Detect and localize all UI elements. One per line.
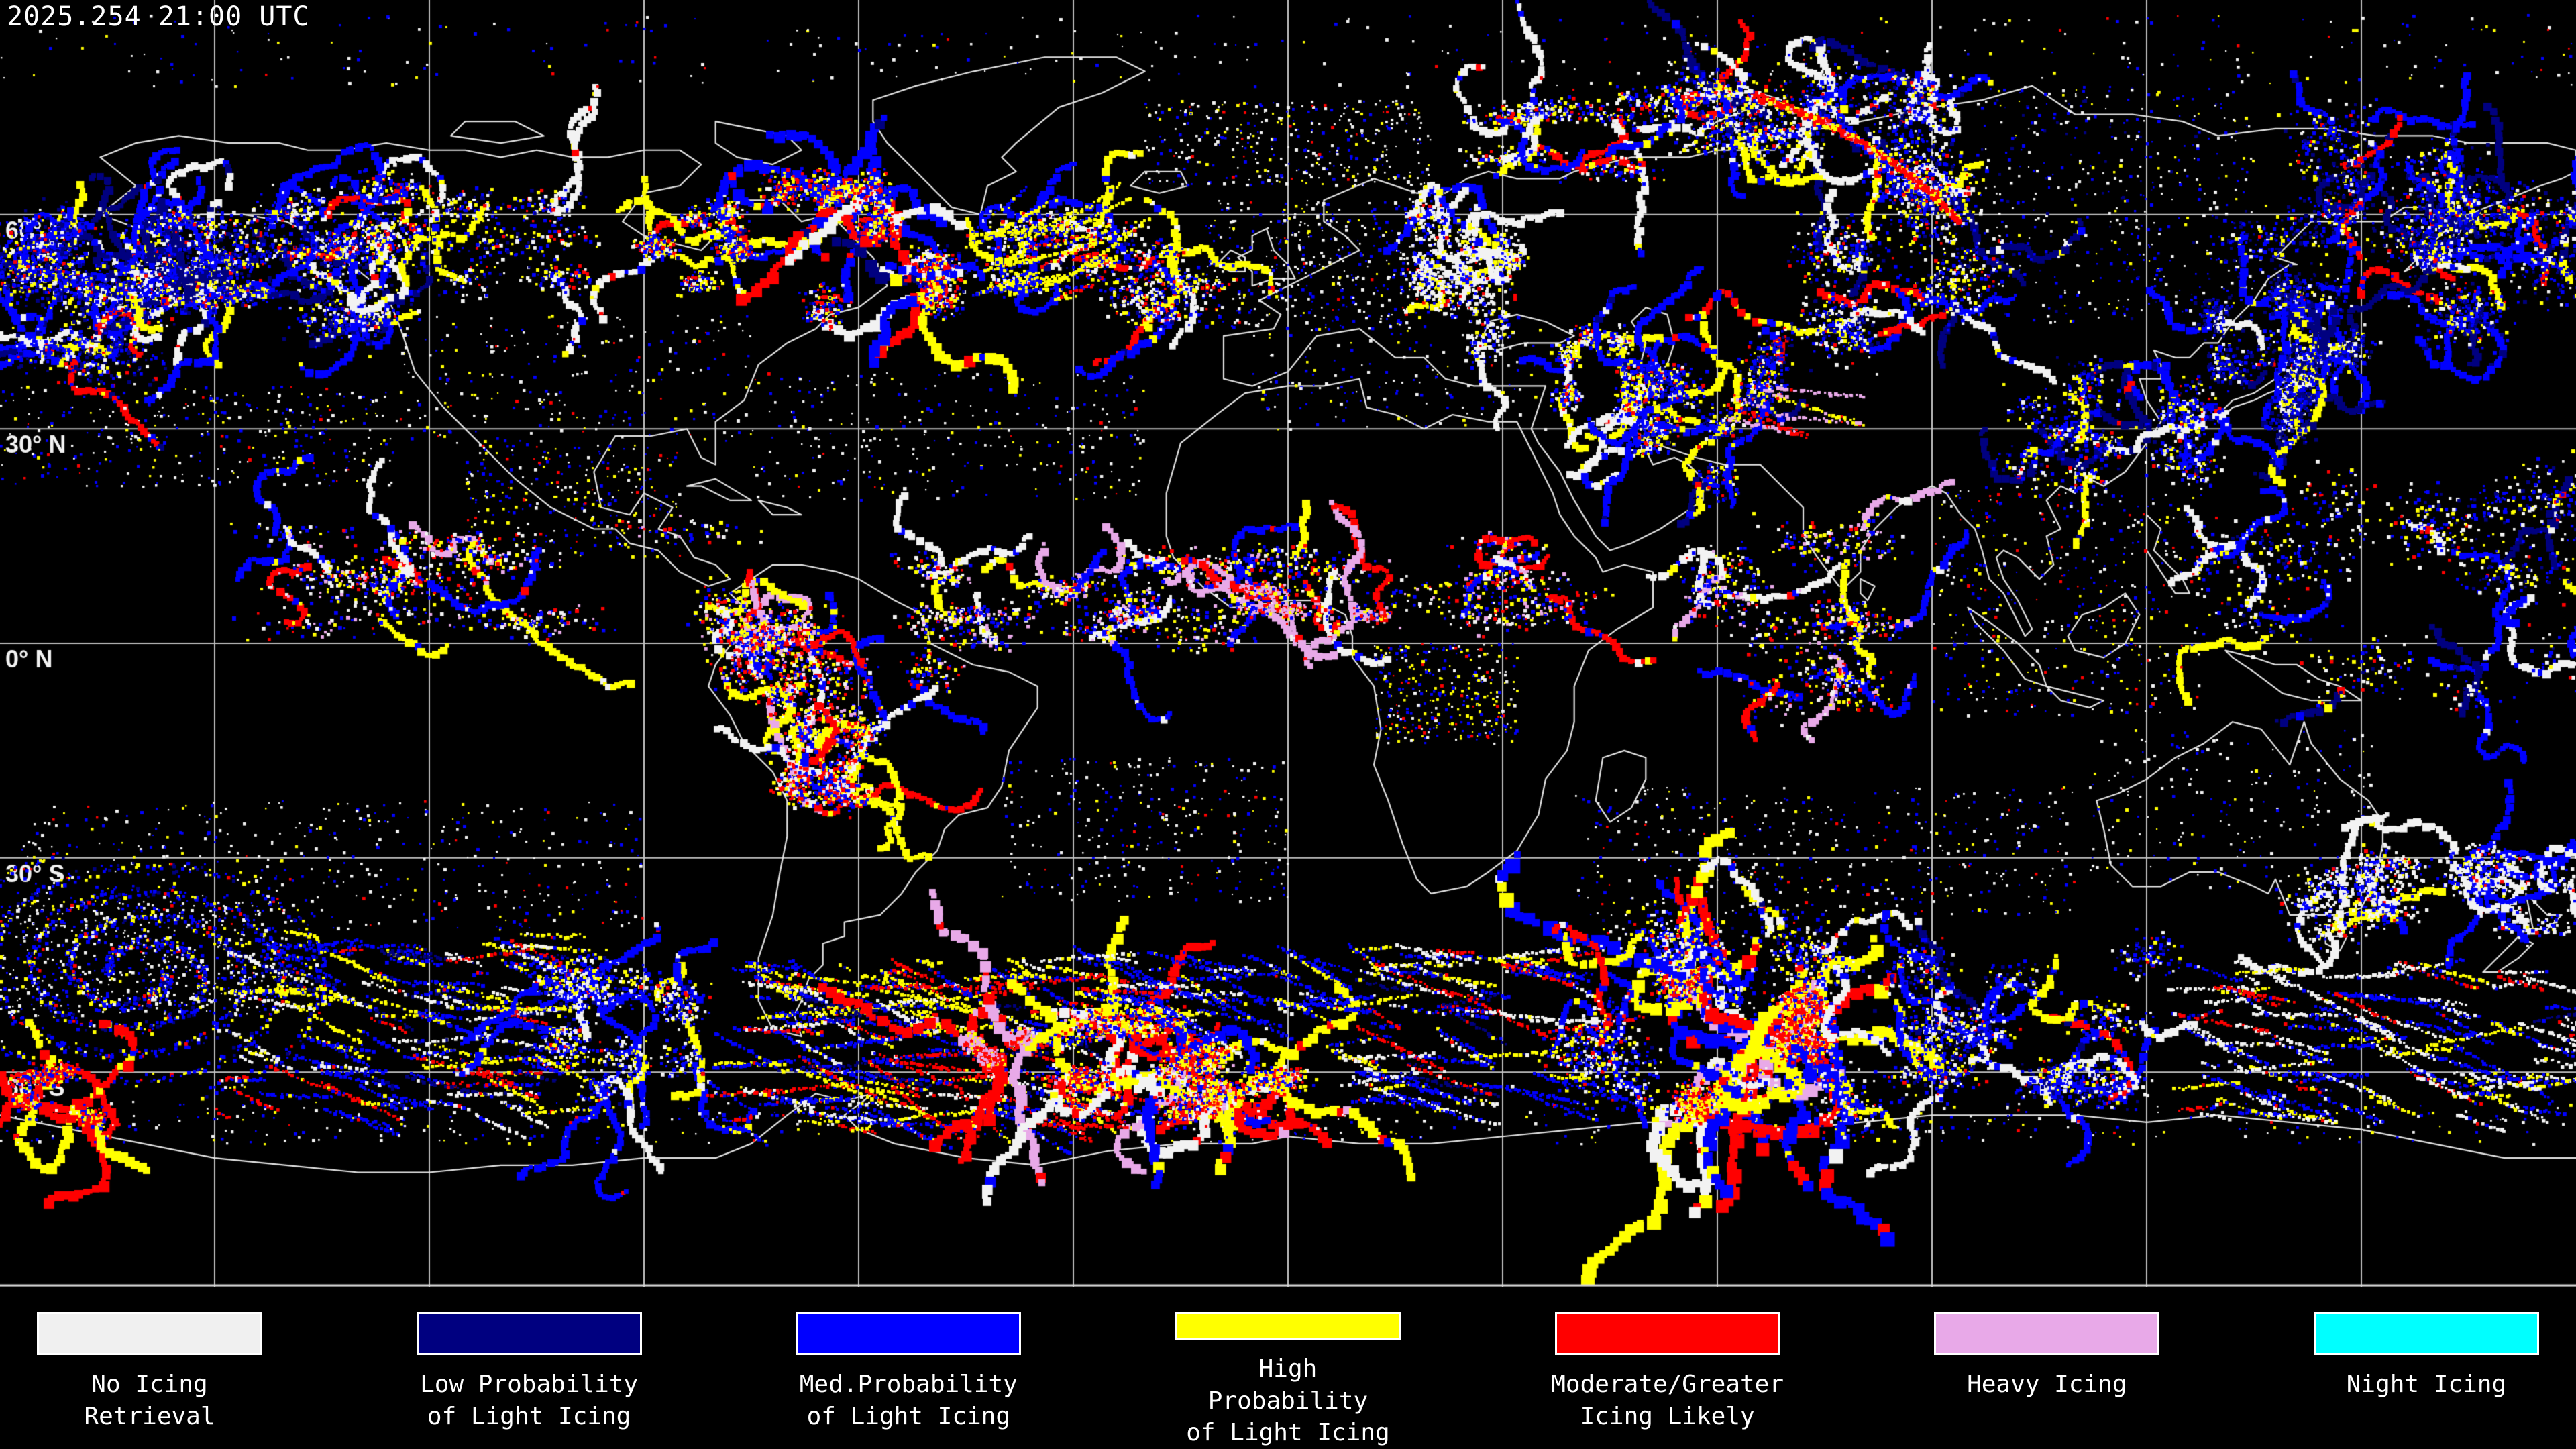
legend-item-no-icing: No Icing Retrieval [34,1287,266,1449]
legend-item-heavy-icing: Heavy Icing [1931,1287,2163,1449]
legend-label: Low Probability of Light Icing [420,1371,639,1430]
legend-label: No Icing Retrieval [84,1371,215,1430]
legend-item-med-probability: Med.Probability of Light Icing [792,1287,1024,1449]
legend-item-low-probability: Low Probability of Light Icing [413,1287,645,1449]
legend-item-night-icing: Night Icing [2310,1287,2542,1449]
heavy-icing-swatch [1934,1312,2160,1355]
legend-label: Heavy Icing [1967,1371,2127,1398]
legend-label: Med.Probability of Light Icing [799,1371,1018,1430]
high-probability-swatch [1175,1312,1401,1340]
low-probability-swatch [416,1312,642,1355]
med-probability-swatch [796,1312,1022,1355]
moderate-greater-swatch [1554,1312,1780,1355]
legend: No Icing Retrieval Low Probability of Li… [0,1287,2576,1449]
legend-label: Night Icing [2346,1371,2507,1398]
night-icing-swatch [2313,1312,2539,1355]
timestamp: 2025.254 21:00 UTC [7,1,310,32]
legend-item-high-probability: High Probability of Light Icing [1172,1287,1404,1449]
legend-label: High Probability of Light Icing [1186,1355,1390,1447]
world-map-canvas [0,0,2576,1287]
legend-item-moderate-greater: Moderate/Greater Icing Likely [1551,1287,1784,1449]
legend-label: Moderate/Greater Icing Likely [1551,1371,1784,1430]
no-icing-swatch [37,1312,262,1355]
